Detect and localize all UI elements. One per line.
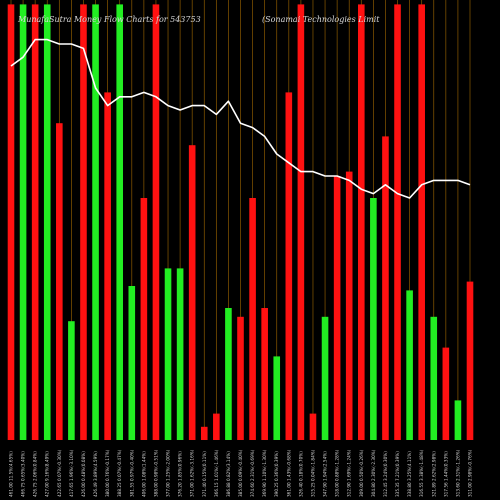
x-tick-label: 371.40 0.15%(0.11%) bbox=[202, 451, 207, 497]
volume-bar bbox=[418, 4, 425, 441]
x-tick-label: 374.60 2.31%(-0.69%) bbox=[250, 449, 255, 497]
volume-bar bbox=[128, 286, 136, 440]
volume-bar bbox=[56, 123, 63, 440]
volume-bar bbox=[309, 413, 317, 440]
volume-bar bbox=[273, 356, 281, 440]
volume-bar bbox=[297, 4, 305, 441]
x-tick-label: 366.15 1.01%(-1.46%) bbox=[214, 449, 219, 497]
volume-bar bbox=[454, 400, 462, 440]
x-tick-label: 426.49 3.89%(4.59%) bbox=[93, 451, 98, 497]
volume-bar bbox=[43, 4, 51, 441]
volume-bar bbox=[19, 4, 27, 441]
x-tick-label: 315.25 0.04%(-1.84%) bbox=[310, 449, 315, 497]
volume-bar bbox=[140, 198, 148, 440]
volume-bar bbox=[345, 171, 353, 440]
x-tick-label: 390.25 0.36%(0.39%) bbox=[274, 451, 279, 497]
volume-bar bbox=[7, 4, 15, 441]
x-tick-label: 388.25 0.07%(-0.47%) bbox=[117, 449, 122, 497]
chart-title: MunafaSutra Money Flow Charts for 543753 bbox=[17, 15, 201, 24]
volume-bar bbox=[188, 145, 196, 440]
x-tick-label: 338.80 3.25%(4.11%) bbox=[407, 451, 412, 497]
volume-bar bbox=[406, 290, 413, 440]
x-tick-label: 312.45 3.24%(0.30%) bbox=[383, 451, 388, 497]
volume-bar bbox=[176, 268, 184, 440]
volume-bar bbox=[442, 347, 450, 440]
x-tick-label: 317.56 1.44%(0.33%) bbox=[443, 451, 448, 497]
x-tick-labels: 461.00 11.5%(4.65%) 466.75 0.65%(3.40%) 42… bbox=[9, 449, 473, 497]
x-tick-label: 371.00 1.62%(-3.16%) bbox=[190, 449, 195, 497]
x-tick-label: 386.88 0.82%(3.14%) bbox=[226, 451, 231, 497]
volume-bar bbox=[225, 308, 232, 440]
x-tick-label: 426.00 0.48%(0.08%) bbox=[81, 451, 86, 497]
money-flow-line bbox=[10, 38, 471, 199]
x-tick-label: 377.00 1.25%(-2.00%) bbox=[166, 449, 171, 497]
x-tick-label: 466.75 0.65%(3.40%) bbox=[21, 451, 26, 497]
volume-bar bbox=[321, 316, 329, 440]
x-tick-label: 311.00 2.98%(-0.76%) bbox=[468, 449, 473, 497]
bar-series bbox=[7, 4, 474, 441]
x-tick-label: 321.89 2.62%(2.98%) bbox=[431, 451, 436, 497]
volume-bar bbox=[164, 268, 172, 440]
volume-bar bbox=[68, 321, 75, 440]
x-tick-label: 313.60 2.31%(-1.26%) bbox=[455, 449, 460, 497]
x-tick-label: 427.00 9.16%(8.49%) bbox=[45, 451, 50, 497]
x-tick-label: 388.00 0.98%(-0.51%) bbox=[153, 449, 158, 497]
volume-bar bbox=[430, 316, 438, 440]
volume-bar bbox=[237, 316, 244, 440]
volume-bar bbox=[333, 176, 341, 440]
volume-bar bbox=[200, 426, 208, 440]
x-tick-label: 361.00 1.43%(-0.68%) bbox=[286, 449, 291, 497]
x-tick-label: 380.00 0.76%(-0.17%) bbox=[105, 449, 110, 497]
volume-bar bbox=[31, 4, 39, 441]
volume-bar bbox=[213, 413, 220, 440]
volume-bar bbox=[394, 4, 401, 441]
volume-bar bbox=[116, 4, 124, 441]
volume-bar bbox=[80, 4, 87, 441]
volume-bar bbox=[249, 198, 256, 440]
volume-bar bbox=[285, 92, 293, 441]
x-tick-label: 369.90 1.10%(-1.30%) bbox=[262, 449, 267, 497]
x-tick-label: 385.00 0.09%(-0.40%) bbox=[238, 449, 243, 497]
company-name: (Sonamai Technologies Limit bbox=[262, 15, 380, 24]
x-tick-label: 347.90 1.94%(2.54%) bbox=[323, 451, 328, 497]
volume-bar bbox=[152, 4, 160, 441]
x-tick-label: 381.55 0.97%(-0.40%) bbox=[129, 449, 134, 497]
x-tick-label: 335.35 7.21%(0.39%) bbox=[395, 451, 400, 497]
volume-bar bbox=[104, 92, 111, 441]
volume-bar bbox=[466, 281, 474, 440]
x-tick-label: 426.75 2.06%(0.84%) bbox=[33, 451, 38, 497]
x-tick-label: 417.65 1.96%(-3.10%) bbox=[69, 449, 74, 497]
x-tick-label: 304.80 2.30%(-2.30%) bbox=[371, 449, 376, 497]
x-tick-label: 376.20 1.85%(0.96%) bbox=[178, 451, 183, 497]
x-tick-label: 312.90 1.69%(-1.24%) bbox=[347, 449, 352, 497]
x-tick-label: 316.55 3.38%(-1.48%) bbox=[419, 449, 424, 497]
x-tick-label: 461.00 11.5%(4.65%) bbox=[9, 451, 14, 497]
volume-bar bbox=[261, 308, 268, 440]
x-tick-label: 422.65 0.07%(-0.30%) bbox=[57, 449, 62, 497]
volume-bar bbox=[370, 198, 377, 440]
volume-bar bbox=[357, 4, 365, 441]
x-tick-label: 326.40 0.18%(0.70%) bbox=[298, 451, 303, 497]
volume-bar bbox=[92, 4, 99, 441]
volume-bar bbox=[382, 136, 389, 440]
x-tick-label: 309.00 0.50%(-0.26%) bbox=[359, 449, 364, 497]
x-tick-label: 318.00 0.88%(-1.28%) bbox=[335, 449, 340, 497]
x-tick-label: 406.00 1.08%(1.44%) bbox=[141, 451, 146, 497]
